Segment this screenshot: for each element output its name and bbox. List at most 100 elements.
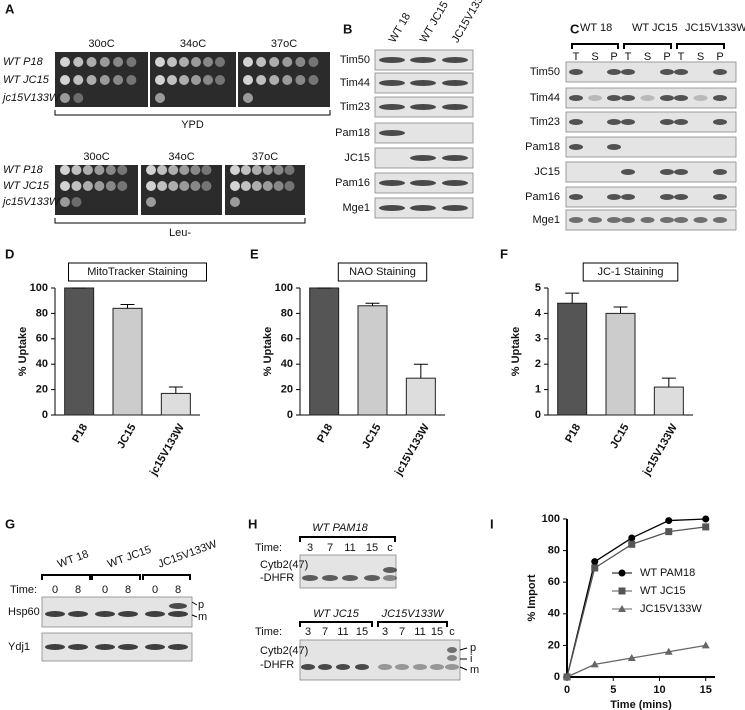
spot [155,93,165,103]
column-label: WT JC15 [418,0,451,45]
band [395,664,409,670]
x-tick-label: jc15V133W [392,421,432,478]
column-label: JC15V133W [156,538,219,571]
row-label: Tim50 [530,66,560,78]
marker [563,673,571,680]
marker [591,564,599,572]
band [674,194,688,200]
spot [60,165,70,175]
marker [665,517,673,525]
spot [146,181,156,191]
spot [126,57,137,67]
spot [282,75,293,85]
band [640,95,655,101]
band [569,194,583,200]
spot [94,165,105,175]
spot [284,181,295,191]
spot [179,75,189,85]
x-tick-label: jc15V133W [147,421,187,478]
time-value: 3 [307,542,313,554]
substrate-label: Cytb2(47) [260,559,308,571]
marker [618,587,626,595]
spot [105,165,116,175]
form-label: p [470,642,476,654]
band [45,611,65,617]
blot [565,87,737,109]
band [318,664,332,670]
spot [157,181,168,191]
band [410,205,436,211]
spot [168,181,179,191]
time-value: 8 [175,584,181,596]
bar [357,305,388,416]
spot [99,75,110,85]
y-tick-label: 5 [535,282,541,294]
spot [201,181,212,191]
legend-label: WT JC15 [640,585,686,597]
band [95,611,115,617]
row-label: Pam18 [525,141,560,153]
y-tick-label: 20 [548,639,560,651]
y-tick-label: 100 [542,513,560,525]
chart-title: MitoTracker Staining [87,266,187,278]
spot [94,181,105,191]
spot [73,57,84,67]
blot [41,632,193,662]
series-line [566,644,706,678]
y-tick-label: 100 [275,282,293,294]
spot [190,165,201,175]
band [410,180,436,186]
time-value: 3 [382,626,388,638]
temperature-label: 34oC [168,151,194,163]
time-value: 0 [102,584,108,596]
x-axis-label: Time (mins) [610,699,672,710]
band [621,95,635,101]
time-value: 15 [366,542,378,554]
band [674,69,688,75]
bracket [571,43,619,49]
group-label: WT JC15 [632,22,678,34]
band [430,664,444,670]
band [660,95,674,101]
temperature-label: 30oC [83,151,109,163]
y-axis-label: % Import [526,574,538,621]
x-tick-label: JC15 [608,422,632,451]
bar [112,307,143,416]
band [569,95,583,101]
spot [215,75,225,85]
medium-label: YPD [181,119,204,131]
row-label: Pam16 [335,177,370,189]
group-label: JC15V133W [685,22,745,34]
band [145,611,165,617]
title-box [337,262,428,282]
strain-label: JC15V133W [381,608,445,620]
chart-title: NAO Staining [349,266,416,278]
spot [82,181,93,191]
band [379,104,405,110]
panel-label: C [570,21,580,36]
temperature-label: 37oC [271,38,297,50]
bar [605,312,636,416]
band [95,644,115,650]
time-value: 7 [327,542,333,554]
band [660,69,674,75]
column-label: WT 18 [56,548,90,570]
spot [167,75,177,85]
y-tick-label: 0 [535,409,541,421]
x-tick-label: 15 [700,684,712,696]
strain-label: WT P18 [3,56,44,68]
spot [251,181,262,191]
marker [701,641,710,649]
x-tick-label: 5 [610,684,616,696]
y-tick-label: 60 [548,576,560,588]
spot [117,165,128,175]
spot [117,181,128,191]
spot [190,181,201,191]
band [621,69,635,75]
band [621,194,635,200]
spot [86,57,97,67]
panel-label: H [248,516,257,531]
band [322,575,338,581]
band [68,611,88,617]
spot [99,57,110,67]
